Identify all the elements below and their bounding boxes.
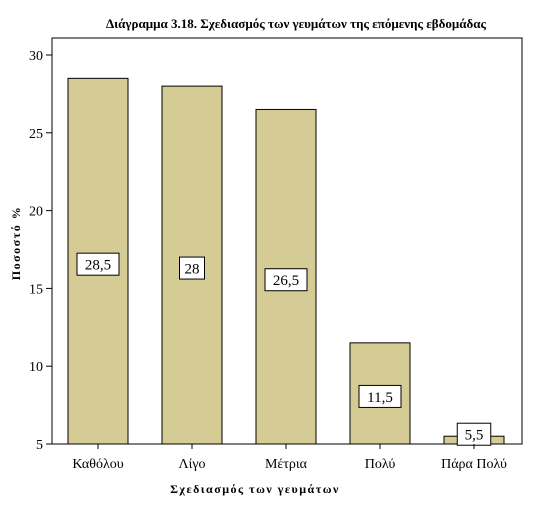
y-tick-label: 25 xyxy=(29,127,43,142)
data-label-box xyxy=(76,252,120,276)
y-axis: 5 10 15 20 25 30 xyxy=(29,49,52,453)
y-tick-label: 20 xyxy=(29,205,43,220)
y-tick-label: 5 xyxy=(36,438,43,453)
chart-title: Διάγραμμα 3.18. Σχεδιασμός των γευμάτων … xyxy=(106,16,487,31)
data-label: 28 xyxy=(185,262,200,278)
x-tick-label: Λίγο xyxy=(178,457,205,472)
data-label-box xyxy=(264,268,308,292)
data-label: 5,5 xyxy=(465,428,484,444)
y-tick-label: 10 xyxy=(29,360,43,375)
data-label: 11,5 xyxy=(367,390,393,406)
y-tick-label: 15 xyxy=(29,282,43,297)
data-label: 28,5 xyxy=(85,258,111,274)
x-axis: Καθόλου Λίγο Μέτρια Πολύ Πάρα Πολύ xyxy=(72,444,507,472)
data-label: 26,5 xyxy=(273,273,299,289)
x-tick-label: Καθόλου xyxy=(72,457,123,472)
y-axis-label: Ποσοστό % xyxy=(9,206,23,280)
y-tick-label: 30 xyxy=(29,49,43,64)
x-axis-label: Σχεδιασμός των γευμάτων xyxy=(170,482,340,496)
bar-series: 28,5 28 26,5 11,5 5,5 xyxy=(67,77,505,446)
data-label-box xyxy=(358,384,402,408)
data-label-box xyxy=(179,256,205,280)
x-tick-label: Μέτρια xyxy=(265,457,308,472)
x-tick-label: Πολύ xyxy=(365,457,396,472)
x-tick-label: Πάρα Πολύ xyxy=(441,457,507,472)
